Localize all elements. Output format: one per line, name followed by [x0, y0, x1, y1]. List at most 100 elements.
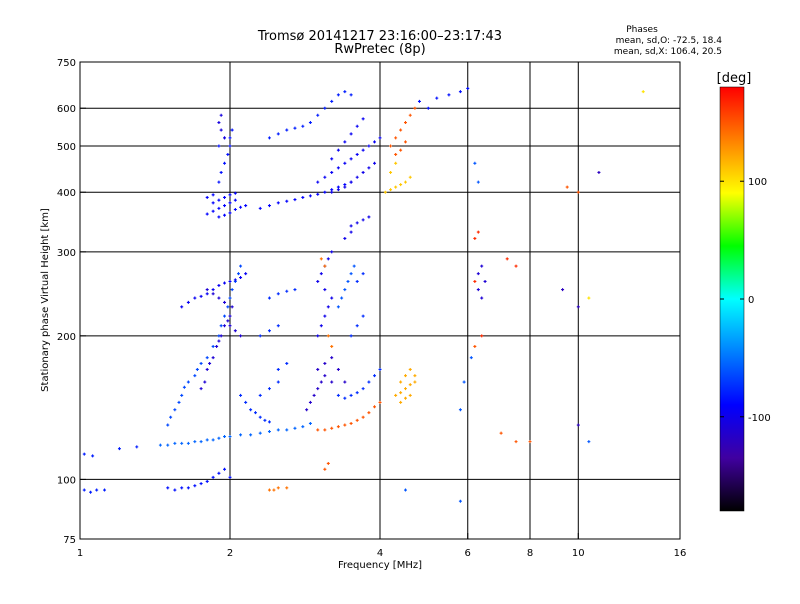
- data-point: [186, 486, 190, 490]
- data-point: [323, 374, 327, 378]
- data-point: [323, 190, 327, 194]
- data-point: [276, 486, 280, 490]
- data-point: [355, 279, 359, 283]
- data-point: [378, 367, 382, 371]
- data-point: [435, 96, 439, 100]
- data-point: [346, 279, 350, 283]
- data-point: [383, 190, 387, 194]
- data-point: [355, 418, 359, 422]
- data-point: [186, 441, 190, 445]
- data-point: [330, 250, 334, 254]
- data-point: [367, 380, 371, 384]
- data-point: [249, 433, 253, 437]
- data-point: [223, 281, 227, 285]
- data-point: [239, 264, 243, 268]
- data-point: [244, 204, 248, 208]
- data-point: [285, 486, 289, 490]
- data-point: [323, 428, 327, 432]
- data-point: [316, 367, 320, 371]
- data-point: [316, 192, 320, 196]
- data-point: [199, 361, 203, 365]
- data-point: [217, 144, 221, 148]
- data-point: [389, 144, 393, 148]
- y-tick-label: 400: [57, 188, 76, 199]
- data-point: [330, 188, 334, 192]
- data-point: [258, 334, 262, 338]
- data-point: [394, 152, 398, 156]
- data-point: [361, 272, 365, 276]
- y-tick-label: 750: [57, 58, 76, 69]
- data-point: [352, 264, 356, 268]
- data-point: [330, 157, 334, 161]
- data-point: [211, 475, 215, 479]
- y-axis: 75 100 200 300 400 500 600 750: [57, 58, 86, 546]
- colorbar-tick-label: -100: [748, 413, 771, 424]
- data-point: [394, 136, 398, 140]
- data-point: [349, 272, 353, 276]
- data-point: [378, 136, 382, 140]
- data-point: [473, 161, 477, 165]
- data-point: [336, 166, 340, 170]
- data-point: [480, 334, 484, 338]
- x-axis-label: Frequency [MHz]: [338, 560, 422, 571]
- data-point: [316, 334, 320, 338]
- data-point: [476, 230, 480, 234]
- data-point: [349, 393, 353, 397]
- data-point: [505, 257, 509, 261]
- data-point: [182, 385, 186, 389]
- data-point: [361, 148, 365, 152]
- data-point: [330, 190, 334, 194]
- data-point: [336, 393, 340, 397]
- y-tick-label: 300: [57, 248, 76, 259]
- data-point: [301, 124, 305, 128]
- data-point: [361, 218, 365, 222]
- data-point: [230, 305, 234, 309]
- data-point: [276, 380, 280, 384]
- data-point: [447, 93, 451, 97]
- x-tick-label: 8: [527, 548, 533, 559]
- data-point: [239, 433, 243, 437]
- data-point: [330, 426, 334, 430]
- data-point: [336, 305, 340, 309]
- data-point: [228, 475, 232, 479]
- data-point: [211, 193, 215, 197]
- data-point: [205, 356, 209, 360]
- data-point: [408, 383, 412, 387]
- data-point: [565, 185, 569, 189]
- data-point: [219, 170, 223, 174]
- data-point: [367, 144, 371, 148]
- data-point: [180, 305, 184, 309]
- data-point: [316, 113, 320, 117]
- data-point: [223, 324, 227, 328]
- data-point: [244, 400, 248, 404]
- data-point: [267, 420, 271, 424]
- data-point: [394, 393, 398, 397]
- data-point: [466, 86, 470, 90]
- data-point: [228, 201, 232, 205]
- data-point: [173, 408, 177, 412]
- data-point: [301, 195, 305, 199]
- data-point: [349, 334, 353, 338]
- data-point: [219, 324, 223, 328]
- y-tick-label: 600: [57, 104, 76, 115]
- data-point: [186, 380, 190, 384]
- data-point: [473, 344, 477, 348]
- data-point: [205, 212, 209, 216]
- data-point: [355, 124, 359, 128]
- data-point: [82, 488, 86, 492]
- data-point: [323, 314, 327, 318]
- data-point: [319, 272, 323, 276]
- data-point: [403, 396, 407, 400]
- data-point: [285, 428, 289, 432]
- data-point: [211, 209, 215, 213]
- data-point: [267, 329, 271, 333]
- data-point: [394, 185, 398, 189]
- data-point: [217, 206, 221, 210]
- data-point: [267, 204, 271, 208]
- data-point: [305, 408, 309, 412]
- data-point: [166, 423, 170, 427]
- data-point: [399, 380, 403, 384]
- data-point: [267, 296, 271, 300]
